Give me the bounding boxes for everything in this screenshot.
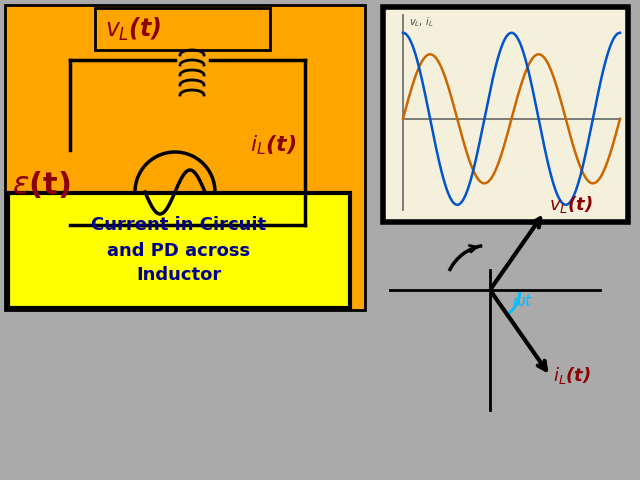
Text: $i_L\mathregular{(t)}$: $i_L\mathregular{(t)}$: [250, 133, 296, 157]
Bar: [5, 5, 365, 310]
Text: Current in Circuit
and PD across
Inductor: Current in Circuit and PD across Inducto…: [92, 216, 267, 285]
Bar: [8, 193, 350, 308]
Bar: [383, 7, 628, 222]
Text: $i_L\mathregular{(t)}$: $i_L\mathregular{(t)}$: [553, 365, 591, 386]
Text: $\varepsilon\mathregular{(t)}$: $\varepsilon\mathregular{(t)}$: [12, 169, 70, 201]
Text: $\omega t$: $\omega t$: [512, 293, 533, 309]
Text: $v_L,\, i_L$: $v_L,\, i_L$: [409, 15, 433, 29]
Text: $v_L\mathregular{(t)}$: $v_L\mathregular{(t)}$: [105, 15, 161, 43]
Text: $v_L\mathregular{(t)}$: $v_L\mathregular{(t)}$: [550, 194, 593, 215]
Bar: [95, 8, 270, 50]
